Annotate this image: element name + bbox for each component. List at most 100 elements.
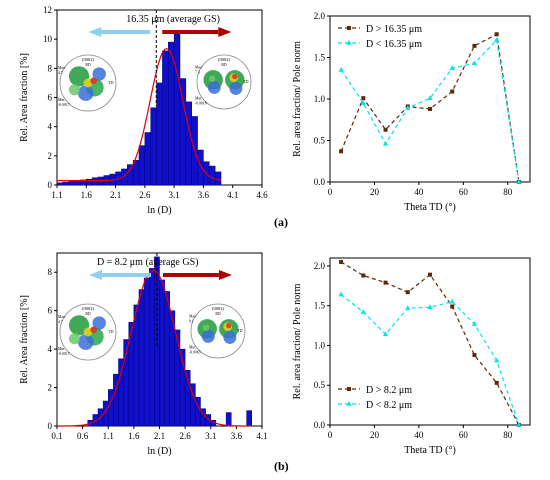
a-line-series-2-point: [427, 95, 433, 100]
b-hist-xtick-label: 0.6: [77, 431, 89, 441]
b-hist-bar: [164, 291, 170, 427]
b-hist-bar: [118, 358, 124, 427]
a-hist-pole-figure-1-density-blob: [90, 77, 97, 85]
a-line-series-2-line: [340, 38, 520, 183]
b-line-legend-label-1: D > 8.2 μm: [366, 385, 412, 396]
b-hist-pole-figure-2-circle: [190, 303, 246, 359]
a-line-ytick-label: 1.0: [314, 94, 326, 104]
a-hist-pole-figure-1-min: -0.0017: [58, 103, 70, 107]
b-hist-pole-figure-1-density-blob: [77, 334, 94, 350]
a-hist-fit-curve: [57, 48, 222, 182]
a-line-ylabel: Rel. area fraction/ Pole norm: [292, 41, 303, 157]
b-hist-pole-figure-1-density-blob: [90, 326, 97, 334]
a-hist-bar: [132, 159, 140, 186]
a-line-xtick-label: 20: [370, 187, 380, 197]
a-hist-pole-figure-2-td: TD: [243, 80, 248, 84]
a-hist-bar: [214, 171, 222, 186]
a-hist-pole-figure-1-td: TD: [108, 81, 113, 85]
a-hist-bar: [150, 107, 157, 186]
a-hist-bar: [127, 164, 134, 186]
b-hist-ytick-label: 0: [48, 421, 53, 431]
b-hist-xtick-label: 0.1: [51, 431, 62, 441]
b-hist-ytick-label: 6: [48, 306, 53, 316]
b-line-series-1-point: [383, 280, 388, 285]
a-hist-xtick-label: 3.6: [198, 190, 210, 200]
b-hist-pole-figure-2-density-blob: [226, 322, 232, 329]
a-line-ytick-label: 2.0: [314, 11, 326, 21]
b-hist-pole-figure-2-max: 8.1: [189, 320, 194, 324]
a-line-xlabel: Theta TD (°): [404, 202, 456, 213]
b-line-frame: [329, 257, 531, 426]
a-line-series-1-point: [428, 106, 432, 111]
a-line-ytick-label: 0.5: [314, 136, 326, 146]
a-line-series-2-point: [494, 37, 500, 42]
b-hist-xtick-label: 1.6: [128, 431, 140, 441]
a-line-series-2-point: [516, 179, 522, 184]
a-hist-bar: [156, 82, 163, 186]
a-line-legend-marker-2: [346, 40, 352, 45]
b-hist-pole-figure-1-max-label: Max:: [58, 315, 66, 319]
b-hist-annotation: D = 8.2 μm (average GS): [97, 257, 199, 268]
b-hist-bar: [108, 389, 114, 427]
b-hist-xtick-label: 2.1: [154, 431, 165, 441]
b-hist-pole-figure-1-td: TD: [108, 330, 113, 334]
a-line-series-2-point: [405, 105, 411, 110]
a-line-series-1-point: [494, 32, 499, 37]
a-hist-ytick-label: 10: [43, 34, 53, 44]
a-hist-annotation: 16.35 μm (average GS): [126, 14, 220, 25]
b-hist-pole-figure-1-max: 4.7: [58, 320, 63, 324]
b-hist-pole-figure-1: (0002)RD TD Max:4.7 Min:-0.0017: [58, 303, 117, 361]
b-hist-bar: [225, 412, 232, 427]
a-line-legend-marker-1: [347, 26, 351, 30]
a-hist-bar: [138, 145, 146, 186]
b-line-xtick-label: 0: [328, 430, 333, 440]
a-hist-bar: [91, 177, 99, 186]
b-line-series-2-point: [382, 331, 389, 337]
b-hist-ylabel: Rel. Area fraction [%]: [19, 295, 30, 384]
a-line-series-2-point: [382, 140, 389, 146]
b-line-ytick-label: 0.5: [314, 380, 326, 390]
a-hist-bar: [62, 181, 69, 186]
a-line-xtick-label: 60: [459, 187, 469, 197]
a-line-legend-label-2: D < 16.35 μm: [366, 39, 422, 50]
b-hist-arrow-left-head: [88, 270, 102, 280]
b-line-ylabel: Rel. area fraction/ Pole norm: [292, 283, 303, 399]
a-line-series-1-point: [383, 127, 388, 132]
b-line-legend-marker-1: [347, 387, 351, 391]
b-line-ytick-label: 1.5: [314, 301, 326, 311]
a-hist-xtick-label: 4.1: [227, 190, 238, 200]
b-line-series-2-point: [427, 304, 433, 310]
a-hist-pole-figure-1: (0002)RD TD Max:4.7 Min:-0.0017: [58, 54, 117, 112]
a-hist-chart: 1.1 1.6 2.1 2.6 3.1 3.6 4.1 4.6 0 2 4 6 8 10 12 ln (D) R…: [19, 5, 268, 216]
a-hist-pole-figure-1-max: 4.7: [58, 71, 63, 75]
a-hist-pole-figure-2-density-blob: [207, 80, 221, 94]
b-hist-xlabel: ln (D): [147, 446, 171, 457]
b-line-series-1-point: [405, 290, 410, 295]
b-line-series-1-point: [339, 259, 344, 264]
a-hist-pole-figure-2-title: (0002): [218, 57, 230, 62]
a-line-series-1-point: [472, 43, 477, 48]
b-line-ytick-label: 0.0: [314, 420, 326, 430]
b-line-series-2-point: [405, 305, 411, 310]
b-hist-ytick-label: 8: [48, 267, 53, 277]
b-line-xtick-label: 80: [503, 430, 513, 440]
a-hist-arrow-right-head: [218, 27, 232, 37]
b-line-series-1-point: [450, 304, 455, 309]
b-line-xtick-label: 40: [414, 430, 424, 440]
a-hist-ytick-label: 12: [43, 5, 52, 15]
a-line-series-1-point: [339, 149, 344, 154]
a-hist-bar: [68, 181, 75, 186]
b-line-ytick-label: 1.0: [314, 340, 326, 350]
b-hist-xtick-label: 1.1: [103, 431, 114, 441]
b-hist-pole-figure-2-title: (0002): [212, 306, 224, 311]
a-hist-pole-figure-2-max-label: Max:: [195, 66, 203, 70]
b-hist-bar: [246, 410, 252, 427]
a-hist-pole-figure-2-density-blob: [229, 82, 243, 95]
b-hist-bar: [143, 277, 150, 427]
b-line-chart: 0 20 40 60 80 0.0 0.5 1.0 1.5 2.0 Theta TD (°) Rel.…: [292, 257, 531, 456]
b-hist-bar: [174, 329, 181, 427]
a-hist-pole-figure-1-rd: RD: [85, 63, 91, 67]
b-line-xlabel: Theta TD (°): [404, 445, 456, 456]
b-hist-pole-figure-2-density-blob: [201, 329, 215, 343]
b-hist-pole-figure-1-density-blob: [68, 333, 81, 345]
